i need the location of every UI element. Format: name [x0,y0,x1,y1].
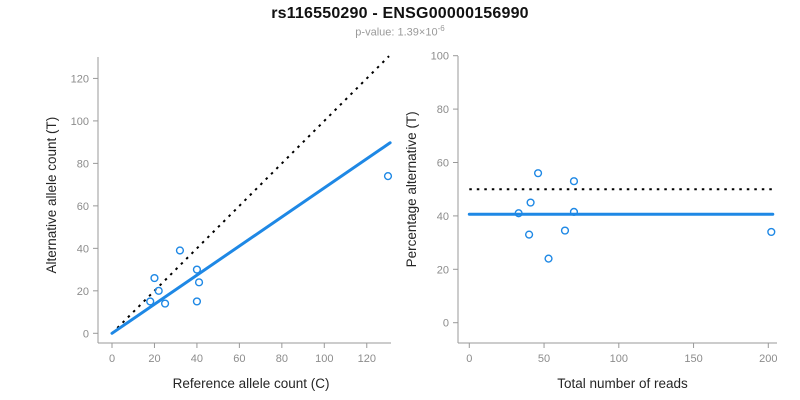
y-tick-label: 0 [83,328,89,340]
y-tick-label: 100 [71,116,89,128]
data-point [569,207,579,216]
data-point [146,297,155,306]
fitted-proportion-line [110,141,392,335]
data-point [150,273,159,283]
x-tick-label: 0 [466,353,472,365]
identity-line [111,55,390,335]
data-point [526,198,535,207]
y-axis-title: Alternative allele count (T) [44,117,59,274]
y-tick-label: 0 [443,318,449,330]
data-point [569,177,579,186]
data-point [194,278,204,287]
data-point [767,227,776,237]
data-point [514,209,523,218]
data-point [154,286,163,295]
data-point [160,299,170,308]
x-tick-label: 0 [109,353,115,365]
pvalue-subtitle: p-value: 1.39×10-6 [0,24,800,39]
x-tick-label: 100 [610,353,628,365]
y-tick-label: 80 [77,158,89,170]
page-title: rs116550290 - ENSG00000156990 [271,5,529,22]
data-point [560,226,570,235]
pvalue-exponent: -6 [437,24,445,33]
y-tick-label: 120 [71,73,89,85]
data-point [524,230,534,239]
y-tick-label: 60 [77,201,89,213]
y-tick-label: 100 [431,51,449,63]
x-tick-label: 100 [315,353,333,365]
data-point [192,265,202,274]
x-tick-label: 40 [191,353,203,365]
x-tick-label: 60 [233,353,245,365]
y-tick-label: 40 [77,243,89,255]
x-tick-label: 20 [148,353,160,365]
data-point [533,169,543,178]
y-tick-label: 80 [437,104,449,116]
y-tick-label: 20 [77,286,89,298]
x-axis-title: Total number of reads [557,376,688,391]
y-tick-label: 20 [437,264,449,276]
y-tick-label: 40 [437,211,449,223]
x-tick-label: 50 [538,353,550,365]
data-point [192,297,202,306]
y-axis-title: Percentage alternative (T) [404,111,419,267]
data-point [175,246,185,255]
data-point [544,254,553,263]
pvalue-text: p-value: 1.39×10 [355,26,438,39]
x-tick-label: 80 [276,353,288,365]
x-tick-label: 200 [759,353,777,365]
x-tick-label: 150 [684,353,702,365]
x-tick-label: 120 [358,353,376,365]
data-point [383,172,393,181]
x-axis-title: Reference allele count (C) [173,376,330,391]
y-tick-label: 60 [437,158,449,170]
